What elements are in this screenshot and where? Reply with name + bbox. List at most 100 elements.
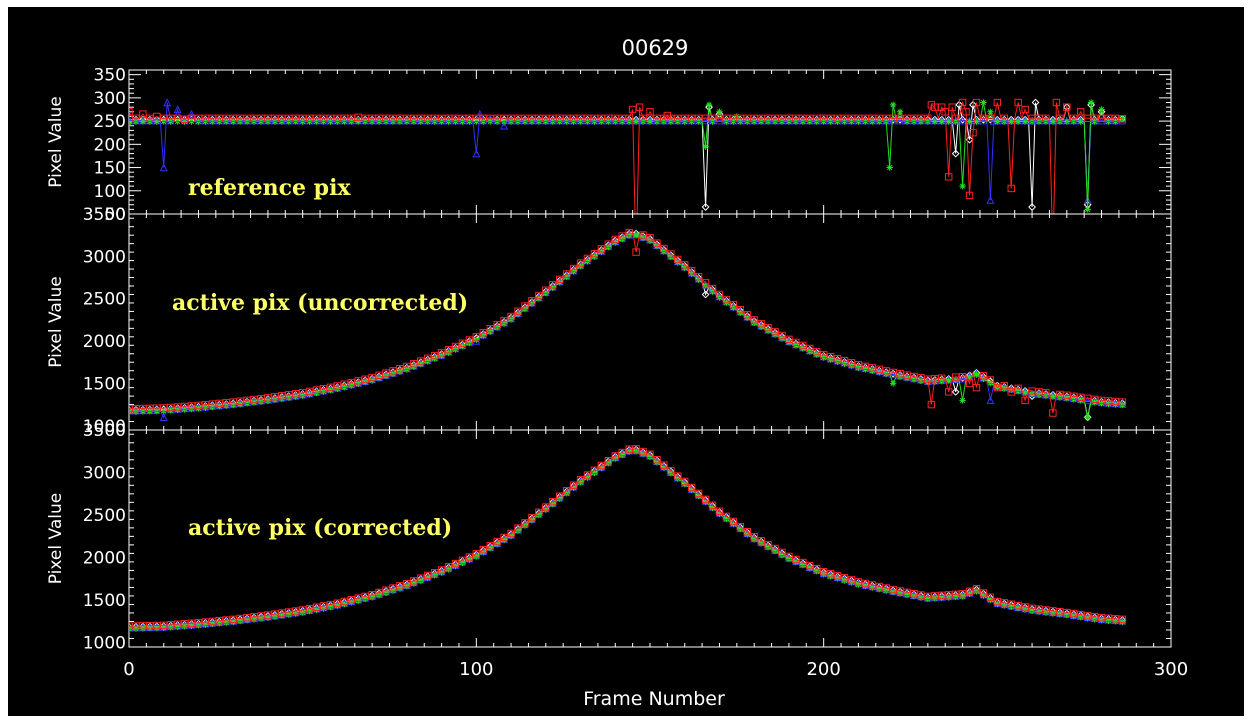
green-asterisk-marker xyxy=(1008,118,1015,125)
red-square-marker xyxy=(826,570,835,578)
blue-triangle-marker xyxy=(1097,116,1106,125)
red-square-marker xyxy=(396,114,404,123)
red-square-marker xyxy=(576,259,585,267)
red-square-marker xyxy=(417,357,425,365)
green-asterisk-marker xyxy=(945,594,952,601)
green-asterisk-marker xyxy=(688,486,695,494)
red-square-marker xyxy=(840,574,849,582)
green-asterisk-marker xyxy=(896,108,904,116)
panel-2-green-series-markers xyxy=(129,231,1126,421)
red-square-marker xyxy=(813,114,821,123)
red-square-marker xyxy=(576,476,585,484)
red-square-marker xyxy=(743,311,751,319)
green-asterisk-marker xyxy=(549,500,556,508)
green-asterisk-marker xyxy=(980,99,987,106)
red-square-marker xyxy=(1070,392,1078,400)
green-asterisk-marker xyxy=(966,118,973,125)
green-asterisk-marker xyxy=(959,593,966,600)
green-asterisk-marker xyxy=(577,479,584,486)
panel-1-annotation: reference pix xyxy=(188,175,351,201)
red-square-marker xyxy=(298,114,307,123)
red-square-marker xyxy=(264,114,272,123)
green-asterisk-marker xyxy=(563,490,570,497)
red-square-marker xyxy=(833,354,842,363)
green-asterisk-marker xyxy=(410,580,418,587)
green-asterisk-marker xyxy=(368,594,376,601)
red-square-marker xyxy=(854,361,863,369)
green-asterisk-marker xyxy=(605,460,612,467)
red-square-marker xyxy=(243,613,251,622)
green-asterisk-marker xyxy=(230,618,237,626)
green-asterisk-marker xyxy=(695,492,702,500)
red-square-marker xyxy=(941,108,949,116)
red-square-marker xyxy=(840,114,849,123)
panel-2-white-series-markers xyxy=(129,229,1127,422)
red-square-marker xyxy=(437,114,446,123)
red-square-marker xyxy=(618,448,626,457)
green-asterisk-marker xyxy=(834,575,841,582)
green-asterisk-marker xyxy=(1091,615,1098,623)
green-asterisk-marker xyxy=(341,600,348,608)
red-square-marker xyxy=(1083,114,1092,123)
red-square-marker xyxy=(264,611,272,619)
green-asterisk-marker xyxy=(862,582,869,590)
red-square-marker xyxy=(410,360,418,368)
red-square-marker xyxy=(528,513,536,522)
red-square-marker xyxy=(646,234,654,242)
red-square-marker xyxy=(1097,114,1106,123)
green-asterisk-marker xyxy=(1014,604,1022,612)
green-asterisk-marker xyxy=(1084,614,1091,622)
red-square-marker xyxy=(410,577,418,585)
white-diamond-marker xyxy=(701,290,710,299)
red-square-marker xyxy=(521,114,529,123)
red-square-marker xyxy=(493,537,501,546)
green-asterisk-marker xyxy=(966,590,973,598)
red-square-marker xyxy=(875,582,883,591)
green-asterisk-marker xyxy=(896,590,904,597)
red-square-marker xyxy=(139,622,147,630)
green-asterisk-marker xyxy=(361,595,369,603)
red-square-marker xyxy=(819,350,828,359)
green-asterisk-marker xyxy=(445,566,452,573)
green-asterisk-marker xyxy=(1049,393,1057,400)
red-square-marker xyxy=(799,341,807,350)
red-square-marker xyxy=(736,114,745,123)
blue-triangle-marker xyxy=(1083,396,1092,405)
red-square-marker xyxy=(430,569,439,577)
red-square-marker xyxy=(562,270,571,278)
red-square-marker xyxy=(625,114,633,123)
red-square-marker xyxy=(160,114,168,123)
red-square-marker xyxy=(681,114,689,123)
panel-3-y-tick-label: 2000 xyxy=(83,549,126,569)
panel-1-y-tick-label: 100 xyxy=(94,182,126,202)
red-square-marker xyxy=(903,114,911,123)
red-square-marker xyxy=(778,114,786,123)
green-asterisk-marker xyxy=(417,577,424,584)
red-square-marker xyxy=(326,114,335,123)
red-square-marker xyxy=(757,320,765,328)
blue-triangle-marker xyxy=(958,374,967,383)
red-square-marker xyxy=(771,327,779,336)
red-square-marker xyxy=(972,585,981,593)
red-square-marker xyxy=(1083,394,1092,403)
red-square-marker xyxy=(465,336,474,344)
red-square-marker xyxy=(298,389,307,397)
red-square-marker xyxy=(1090,612,1099,621)
red-square-marker xyxy=(771,114,779,123)
white-diamond-marker xyxy=(1028,203,1036,211)
red-square-marker xyxy=(861,362,870,371)
blue-triangle-marker xyxy=(500,121,509,130)
green-asterisk-marker xyxy=(792,558,800,566)
panel-3: 3500 3000 2500 2000 1500 1000 Pixel Value activ… xyxy=(46,421,1172,654)
red-square-marker xyxy=(694,489,703,498)
panel-2-annotation: active pix (uncorrected) xyxy=(172,290,468,316)
red-square-marker xyxy=(1000,114,1008,123)
red-square-marker xyxy=(500,533,508,542)
red-square-marker xyxy=(889,368,897,377)
red-square-marker xyxy=(597,461,606,470)
red-square-marker xyxy=(486,114,494,123)
panel-1-y-axis-label: Pixel Value xyxy=(46,96,66,187)
red-square-marker xyxy=(1076,108,1085,116)
red-square-marker xyxy=(590,249,599,258)
green-asterisk-marker xyxy=(1105,617,1112,624)
